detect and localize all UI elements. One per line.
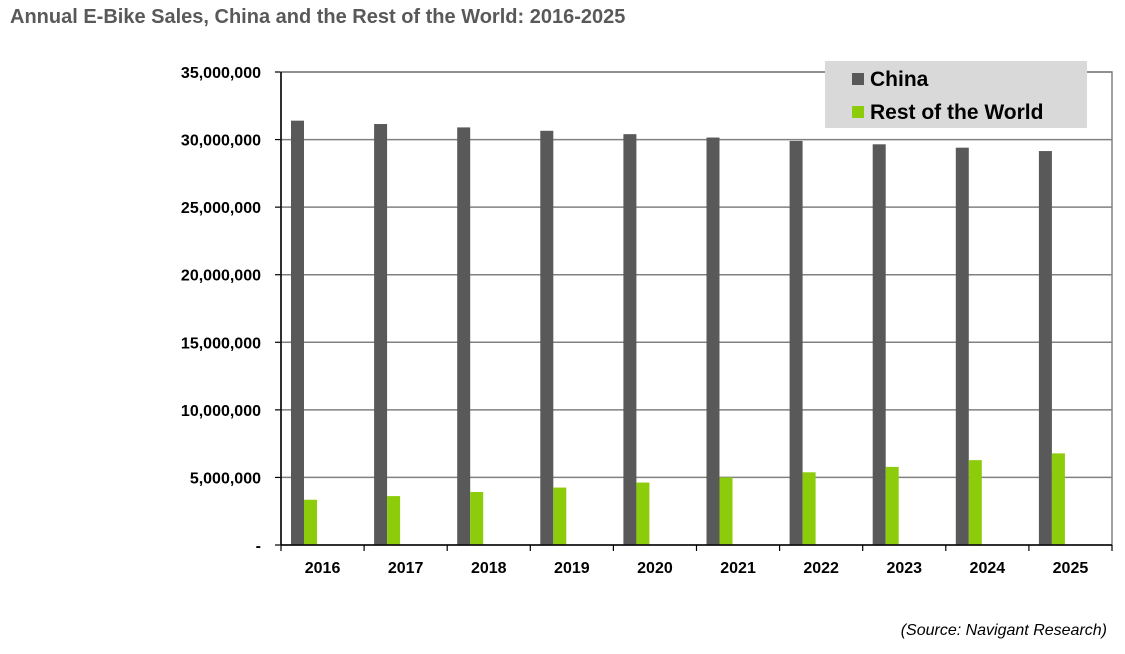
x-tick-label: 2022 bbox=[803, 560, 839, 577]
x-tick-label: 2016 bbox=[305, 560, 341, 577]
bar-china-2022 bbox=[789, 140, 803, 545]
bar-rest-of-the-world-2021 bbox=[719, 477, 733, 545]
legend-swatch-rest-of-the-world bbox=[852, 106, 864, 118]
x-tick-label: 2020 bbox=[637, 560, 673, 577]
bar-rest-of-the-world-2017 bbox=[387, 496, 401, 545]
y-tick-label: 15,000,000 bbox=[181, 335, 261, 352]
y-tick-label: - bbox=[256, 538, 261, 555]
x-tick-label: 2024 bbox=[970, 560, 1006, 577]
y-tick-label: 5,000,000 bbox=[190, 470, 261, 487]
bar-rest-of-the-world-2020 bbox=[636, 482, 650, 545]
chart-title: Annual E-Bike Sales, China and the Rest … bbox=[10, 6, 626, 28]
plot-border bbox=[280, 71, 1113, 546]
bar-rest-of-the-world-2016 bbox=[304, 499, 317, 545]
x-tick-label: 2023 bbox=[886, 560, 922, 577]
bar-rest-of-the-world-2019 bbox=[553, 487, 567, 545]
y-axis-tick-labels: - 5,000,000 10,000,000 15,000,000 20,000,000… bbox=[181, 65, 281, 555]
x-tick-label: 2025 bbox=[1053, 560, 1089, 577]
y-tick-label: 20,000,000 bbox=[181, 268, 261, 285]
bar-china-2021 bbox=[706, 137, 720, 545]
legend-label: China bbox=[870, 68, 929, 91]
bar-china-2020 bbox=[623, 134, 637, 545]
legend-swatch-china bbox=[852, 73, 864, 85]
bar-china-2023 bbox=[872, 144, 886, 545]
bar-rest-of-the-world-2025 bbox=[1051, 453, 1065, 545]
source-note: (Source: Navigant Research) bbox=[900, 622, 1107, 639]
y-tick-label: 30,000,000 bbox=[181, 133, 261, 150]
bar-rest-of-the-world-2024 bbox=[968, 460, 982, 545]
x-axis-tick-labels: 2016 2017 2018 2019 2020 2021 2022 2023 2024 2025 bbox=[280, 545, 1113, 577]
y-tick-label: 25,000,000 bbox=[181, 200, 261, 217]
x-tick-label: 2021 bbox=[720, 560, 756, 577]
gridlines bbox=[281, 71, 1112, 479]
y-tick-label: 10,000,000 bbox=[181, 403, 261, 420]
bar-china-2018 bbox=[457, 127, 471, 545]
bar-china-2025 bbox=[1038, 151, 1052, 545]
plot-frame bbox=[280, 71, 1113, 546]
bar-rest-of-the-world-2022 bbox=[802, 472, 816, 545]
y-tick-label: 35,000,000 bbox=[181, 65, 261, 82]
legend: China Rest of the World bbox=[825, 61, 1087, 128]
bar-china-2024 bbox=[955, 147, 969, 545]
x-tick-label: 2018 bbox=[471, 560, 507, 577]
bar-rest-of-the-world-2018 bbox=[470, 492, 484, 545]
bar-china-2019 bbox=[540, 130, 554, 545]
bars bbox=[291, 120, 1065, 545]
bar-china-2017 bbox=[374, 124, 388, 545]
bar-rest-of-the-world-2023 bbox=[885, 466, 899, 545]
x-tick-label: 2017 bbox=[388, 560, 424, 577]
x-tick-label: 2019 bbox=[554, 560, 590, 577]
legend-box bbox=[825, 61, 1087, 128]
bar-china-2016 bbox=[291, 120, 304, 545]
legend-label: Rest of the World bbox=[870, 101, 1043, 124]
